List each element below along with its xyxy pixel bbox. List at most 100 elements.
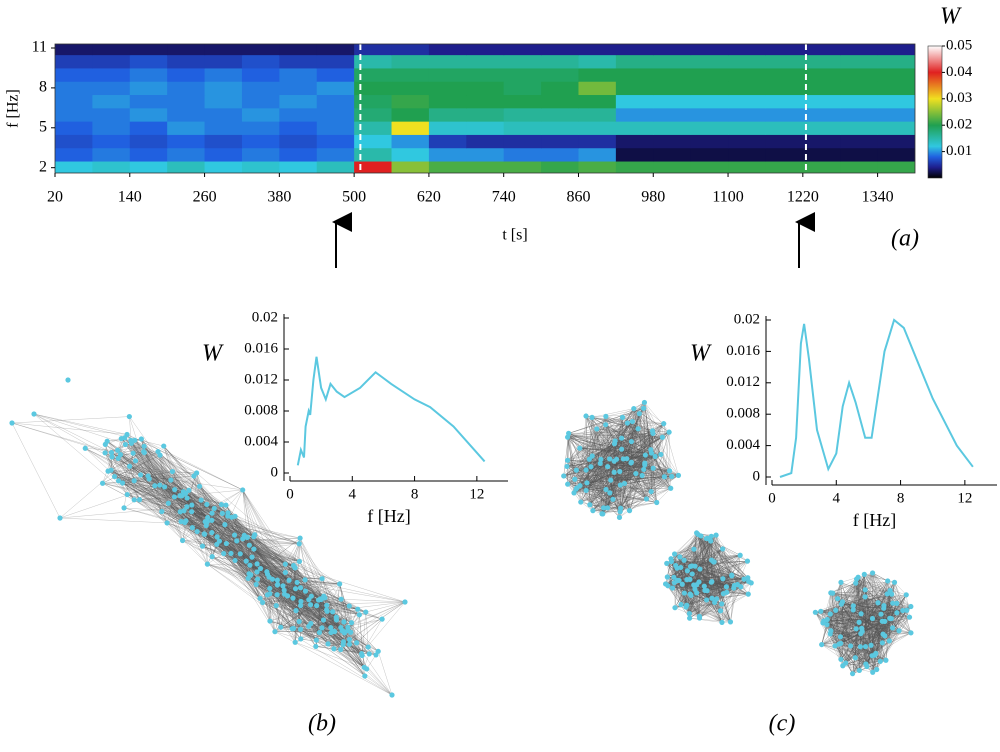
edge [192, 472, 197, 528]
edge [282, 565, 294, 586]
node [661, 421, 667, 427]
node [671, 551, 678, 557]
node [642, 462, 648, 468]
edge [246, 537, 322, 600]
edge [200, 499, 306, 581]
node [292, 565, 298, 571]
edge [181, 521, 255, 535]
edge [192, 527, 297, 611]
edge [131, 443, 184, 492]
node [355, 606, 361, 612]
edge [292, 567, 296, 599]
edge [124, 437, 181, 512]
node [717, 608, 724, 614]
edge [85, 448, 187, 522]
node [727, 619, 734, 625]
node [588, 464, 594, 470]
edge [311, 596, 333, 632]
edge [211, 513, 309, 600]
edge [196, 531, 258, 580]
node [307, 602, 314, 608]
edge [130, 440, 227, 506]
edge [276, 583, 340, 606]
edge [223, 553, 301, 640]
node [254, 561, 260, 567]
node [152, 483, 158, 489]
edge [249, 564, 331, 628]
edge [157, 451, 241, 554]
edge [342, 601, 406, 645]
edge [166, 522, 296, 568]
node [172, 487, 178, 493]
edge [117, 450, 163, 512]
edge [163, 445, 228, 517]
edge [267, 567, 295, 575]
edge [343, 614, 360, 642]
edge [199, 486, 258, 573]
edge [300, 601, 327, 606]
edge [212, 556, 261, 599]
edge [260, 537, 301, 569]
edge [256, 571, 341, 650]
edge [110, 469, 135, 481]
edge [186, 497, 248, 538]
edge [163, 445, 215, 509]
node [341, 619, 347, 625]
edge [234, 516, 249, 579]
edge [207, 517, 241, 554]
node [324, 602, 330, 608]
node [105, 468, 111, 474]
edge [274, 543, 300, 632]
node [319, 576, 325, 582]
node [565, 481, 571, 487]
edge [249, 545, 323, 629]
edge [197, 531, 278, 581]
edge [217, 536, 300, 544]
edge [207, 521, 306, 581]
node [257, 565, 264, 572]
edge [249, 545, 331, 628]
node [65, 377, 71, 383]
node [202, 519, 208, 525]
edge [253, 548, 277, 606]
node [687, 615, 693, 621]
edge [191, 511, 296, 589]
edge [130, 440, 169, 504]
edge [321, 578, 352, 623]
node [137, 472, 144, 478]
node [338, 646, 344, 653]
edge [242, 489, 271, 594]
node [587, 502, 593, 508]
edge [111, 456, 217, 545]
network-graphs [9, 377, 914, 698]
node [711, 599, 718, 605]
node [664, 574, 670, 580]
edge [11, 416, 130, 424]
node [338, 596, 344, 602]
edge [294, 567, 319, 601]
edge [282, 585, 320, 633]
edge [102, 483, 207, 505]
edge [33, 413, 161, 456]
edge [157, 451, 255, 550]
edge [144, 452, 161, 486]
edge [118, 480, 218, 538]
edge [334, 631, 367, 670]
edge [277, 584, 300, 622]
node [319, 625, 325, 631]
node [204, 501, 210, 507]
node [272, 629, 278, 635]
edge [244, 535, 323, 579]
edge [245, 561, 263, 603]
edge [144, 452, 205, 535]
edge [296, 610, 328, 612]
node [273, 603, 279, 609]
edge [207, 517, 290, 581]
node [708, 579, 714, 585]
edge [300, 611, 366, 640]
node [204, 561, 210, 567]
edge [185, 520, 217, 545]
edge [292, 598, 317, 641]
edge [204, 516, 236, 535]
node [617, 468, 623, 475]
